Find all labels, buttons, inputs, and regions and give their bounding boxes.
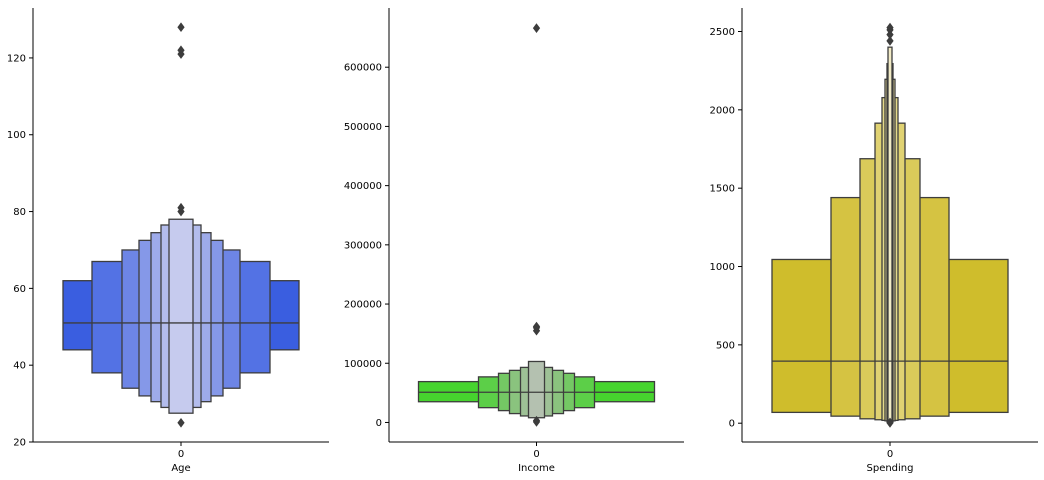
spending-x-tick-label: 0: [887, 449, 893, 460]
income-x-axis-label: Income: [518, 463, 555, 474]
spending-x-axis-label: Spending: [867, 463, 914, 474]
spending-outlier-point: [886, 22, 894, 33]
age-outlier-point: [177, 202, 185, 213]
income-x-tick-label: 0: [533, 449, 539, 460]
income-y-tick-label: 500000: [344, 122, 382, 133]
income-y-tick-label: 400000: [344, 181, 382, 192]
spending-box-level-8: [887, 46, 893, 423]
income-boxen-panel: 0 100000 200000 300000 400000 500000 600000 0 In…: [344, 8, 684, 474]
income-outlier-point: [532, 23, 541, 33]
age-y-tick-label: 120: [7, 53, 26, 64]
age-box-level-7: [168, 218, 194, 414]
spending-outlier-point: [886, 36, 894, 46]
income-y-tick-label: 200000: [344, 300, 382, 311]
age-outlier-point: [177, 417, 185, 428]
income-y-tick-label: 600000: [344, 63, 382, 74]
income-outlier-point: [532, 415, 541, 426]
income-outlier-point: [532, 321, 541, 332]
income-box-level-6: [527, 360, 546, 419]
spending-outlier-point: [886, 417, 894, 428]
income-y-tick-label: 300000: [344, 240, 382, 251]
age-y-tick-label: 80: [13, 207, 26, 218]
age-x-axis-label: Age: [171, 463, 190, 474]
age-y-tick-label: 40: [13, 361, 26, 372]
spending-y-tick-label: 500: [716, 340, 735, 351]
age-y-tick-label: 20: [13, 438, 26, 449]
spending-boxen-panel: 0 500 1000 1500 2000 2500 0 Spending: [710, 8, 1038, 474]
age-x-tick-label: 0: [178, 449, 184, 460]
age-outlier-point: [177, 45, 185, 56]
age-boxen-panel: 20 40 60 80 100 120 0 Age: [7, 8, 329, 474]
income-y-tick-label: 0: [376, 418, 382, 429]
spending-y-tick-label: 2500: [710, 27, 735, 38]
spending-y-tick-label: 1000: [710, 262, 735, 273]
age-y-tick-label: 60: [13, 284, 26, 295]
age-y-tick-label: 100: [7, 130, 26, 141]
spending-y-tick-label: 2000: [710, 105, 735, 116]
spending-y-tick-label: 1500: [710, 184, 735, 195]
spending-y-tick-label: 0: [729, 419, 735, 430]
age-outlier-point: [177, 22, 185, 33]
income-y-tick-label: 100000: [344, 359, 382, 370]
